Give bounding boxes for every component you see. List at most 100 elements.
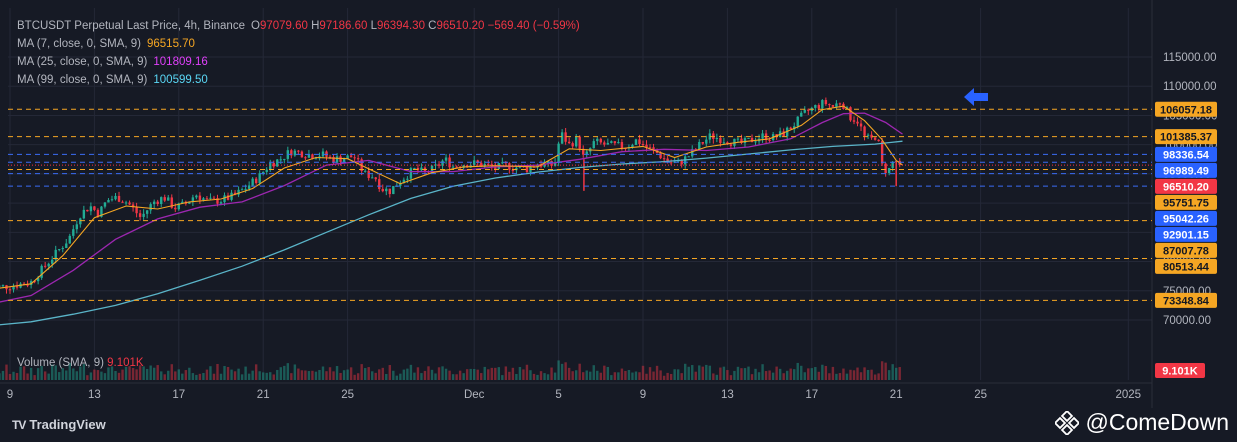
candle-body: [26, 284, 29, 286]
candle-body: [543, 163, 546, 167]
volume-bar: [434, 373, 437, 380]
candle-body: [884, 163, 887, 174]
orange-level-label: 80513.44: [1163, 261, 1210, 273]
volume-bar: [321, 366, 325, 380]
candle-body: [388, 188, 391, 195]
candle-body: [258, 173, 261, 184]
ma99-value: 100599.50: [153, 74, 208, 86]
volume-bar: [782, 373, 785, 380]
candle-body: [409, 168, 413, 179]
volume-bar: [863, 367, 866, 380]
candle-body: [585, 151, 588, 155]
volume-bar: [490, 367, 493, 380]
volume-bar: [444, 368, 448, 380]
volume-bar: [560, 363, 564, 380]
orange-level-label-bg[interactable]: [1155, 101, 1217, 117]
volume-bar: [167, 370, 170, 380]
candle-body: [244, 188, 247, 190]
tradingview-logo[interactable]: TV TradingView: [12, 417, 106, 432]
orange-level-label-bg[interactable]: [1155, 258, 1217, 274]
candle-body: [666, 158, 669, 163]
volume-bar: [86, 375, 89, 380]
volume-bar: [325, 371, 328, 380]
volume-bar: [842, 368, 845, 380]
volume-bar: [93, 369, 96, 380]
candle-body: [251, 178, 254, 186]
candle-body: [564, 132, 567, 142]
last-price-label-bg[interactable]: [1155, 178, 1217, 194]
candle-body: [476, 160, 479, 163]
blue-level-label-bg[interactable]: [1155, 146, 1217, 162]
volume-bar: [202, 372, 205, 380]
volume-bar: [279, 367, 282, 380]
volume-legend[interactable]: Volume (SMA, 9) 9.101K: [17, 357, 144, 369]
candle-body: [339, 156, 342, 162]
volume-value: 9.101K: [107, 357, 144, 369]
candle-body: [455, 166, 458, 168]
ma7-line[interactable]: [0, 105, 903, 290]
ma99-legend[interactable]: MA (99, close, 0, SMA, 9) 100599.50: [17, 71, 580, 89]
candle-body: [662, 158, 666, 160]
orange-level-label-bg[interactable]: [1155, 292, 1217, 308]
candle-body: [47, 263, 50, 267]
candle-body: [828, 104, 831, 106]
candle-body: [856, 121, 859, 124]
candle-body: [402, 179, 406, 184]
candle-body: [170, 197, 173, 208]
candle-body: [321, 151, 325, 157]
volume-bar: [286, 363, 290, 380]
candle-body: [687, 156, 690, 158]
candle-body: [645, 144, 648, 148]
candle-body: [72, 229, 75, 236]
volume-bar: [631, 372, 634, 380]
price-chart[interactable]: 115000.00110000.00105000.00100000.009500…: [0, 0, 1237, 408]
candle-body: [89, 206, 93, 212]
volume-bar: [269, 372, 272, 380]
volume-bar: [487, 369, 490, 380]
volume-bar: [12, 371, 15, 380]
ma99-label: MA (99, close, 0, SMA, 9): [17, 74, 148, 86]
symbol-info[interactable]: BTCUSDT Perpetual Last Price, 4h, Binanc…: [17, 20, 245, 32]
ma25-line[interactable]: [0, 112, 903, 304]
candle-body: [838, 103, 842, 105]
volume-bar: [694, 371, 697, 380]
candle-body: [599, 138, 602, 143]
orange-level-label: 106057.18: [1160, 104, 1212, 116]
candle-body: [346, 155, 349, 159]
candle-body: [715, 138, 719, 140]
x-tick-label: 21: [890, 389, 903, 401]
candle-body: [399, 183, 402, 186]
candle-body: [793, 126, 796, 130]
candle-body: [15, 286, 19, 288]
volume-bar: [205, 369, 209, 380]
candle-body: [131, 204, 135, 208]
candle-body: [385, 188, 388, 192]
ma7-legend[interactable]: MA (7, close, 0, SMA, 9) 96515.70: [17, 35, 580, 53]
volume-bar: [311, 370, 314, 380]
volume-bar: [722, 366, 726, 380]
ma25-legend[interactable]: MA (25, close, 0, SMA, 9) 101809.16: [17, 53, 580, 71]
volume-bar: [578, 363, 581, 380]
volume-bar: [342, 370, 346, 380]
volume-bar: [75, 371, 79, 380]
blue-level-label-bg[interactable]: [1155, 162, 1217, 178]
volume-bar: [406, 368, 409, 380]
volume-label-bg: [1155, 363, 1205, 378]
orange-level-label-bg[interactable]: [1155, 242, 1217, 258]
volume-bar: [381, 367, 384, 380]
orange-level-label-bg[interactable]: [1155, 129, 1217, 145]
y-tick-label: 110000.00: [1163, 81, 1217, 93]
arrow-left-icon[interactable]: [964, 88, 988, 106]
candle-body: [138, 213, 142, 217]
blue-level-label-bg[interactable]: [1155, 226, 1217, 242]
x-tick-label: 9: [7, 389, 13, 401]
volume-bar: [807, 368, 810, 380]
volume-bar: [613, 372, 617, 380]
volume-bar: [0, 373, 1, 380]
x-tick-label: 21: [257, 389, 270, 401]
orange-level-label-bg[interactable]: [1155, 194, 1217, 210]
volume-bar: [715, 374, 719, 380]
candle-body: [560, 132, 564, 144]
blue-level-label-bg[interactable]: [1155, 210, 1217, 226]
volume-bar: [596, 370, 599, 380]
